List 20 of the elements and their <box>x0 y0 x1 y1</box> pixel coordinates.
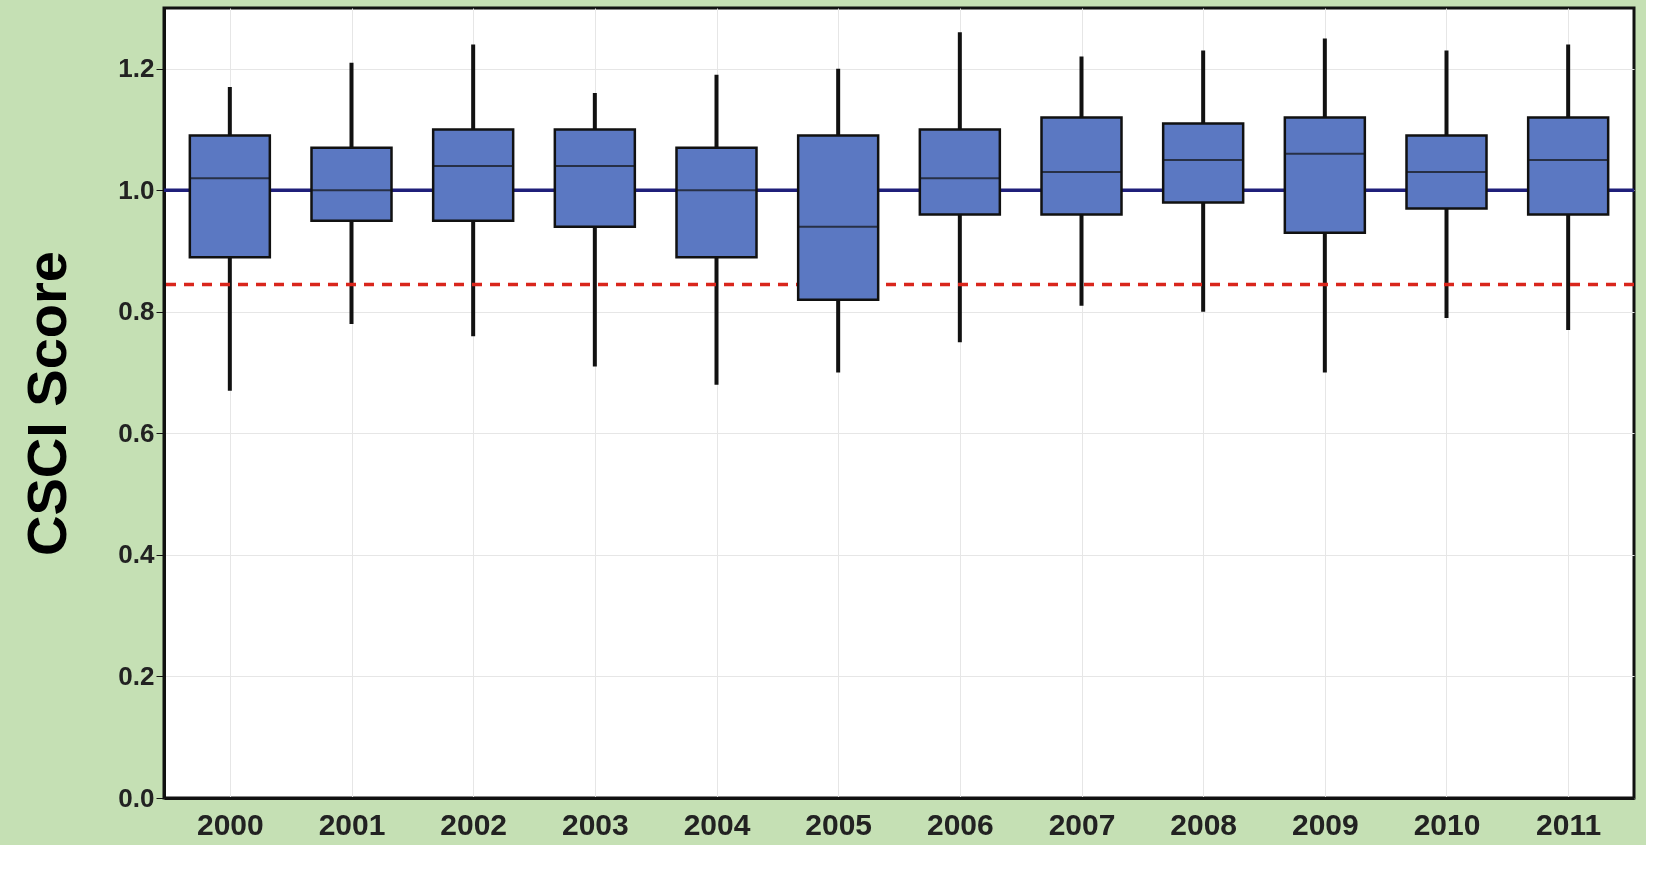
y-tick-label: 0.0 <box>118 782 155 813</box>
x-tick-label: 2003 <box>561 807 629 841</box>
y-tick-label: 0.6 <box>118 417 155 448</box>
x-tick-label: 2001 <box>318 807 386 841</box>
y-tick-label: 0.2 <box>118 660 155 691</box>
x-tick-label: 2006 <box>926 807 994 841</box>
x-tick-label: 2004 <box>683 807 751 841</box>
y-tick-label: 0.4 <box>118 539 156 570</box>
x-tick-label: 2000 <box>196 807 264 841</box>
x-tick-label: 2005 <box>805 807 873 841</box>
x-tick-label: 2008 <box>1170 807 1238 841</box>
x-tick-label: 2007 <box>1048 807 1116 841</box>
x-tick-label: 2010 <box>1413 807 1481 841</box>
y-tick-label: 1.2 <box>118 53 155 84</box>
x-tick-label: 2009 <box>1291 807 1359 841</box>
y-axis-title: CSCI Score <box>15 251 79 556</box>
y-tick-label: 0.8 <box>118 296 155 327</box>
x-tick-label: 2002 <box>440 807 508 841</box>
x-tick-label: 2011 <box>1536 807 1602 841</box>
y-tick-label: 1.0 <box>118 174 155 205</box>
